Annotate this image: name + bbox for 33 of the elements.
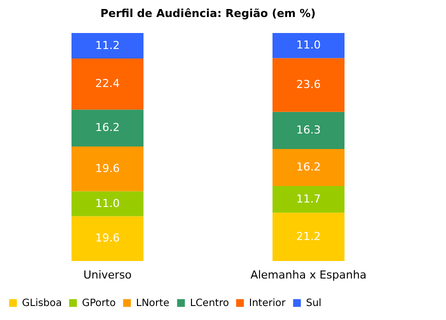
bar (272, 149, 345, 186)
legend-label: GPorto (82, 298, 116, 309)
bar (272, 212, 345, 261)
legend-label: LCentro (190, 298, 229, 309)
data-label: 19.6 (95, 232, 120, 245)
x-tick-label: Universo (83, 268, 132, 282)
chart-title: Perfil de Audiência: Região (em %) (100, 7, 316, 20)
data-label: 19.6 (95, 162, 120, 175)
data-label: 21.2 (296, 230, 321, 243)
data-label: 11.0 (296, 38, 321, 52)
data-label: 16.2 (95, 121, 120, 134)
data-label: 16.2 (296, 160, 321, 174)
bar (71, 33, 144, 59)
data-label: 23.6 (296, 78, 321, 91)
bar (71, 110, 144, 147)
bar (71, 58, 144, 110)
bar (71, 216, 144, 261)
bar (272, 58, 345, 112)
bar (71, 146, 144, 192)
data-label: 11.0 (95, 196, 120, 210)
legend-label: GLisboa (22, 298, 62, 309)
legend-label: Sul (306, 298, 322, 309)
data-label: 22.4 (95, 77, 120, 90)
bar (71, 191, 144, 216)
x-tick-label: Alemanha x Espanha (250, 268, 367, 282)
bar (272, 112, 345, 150)
bar (272, 33, 345, 58)
legend-label: LNorte (136, 298, 170, 309)
data-label: 11.7 (296, 192, 321, 206)
legend-label: Interior (249, 298, 286, 309)
data-label: 16.3 (296, 123, 321, 136)
bar (272, 186, 345, 213)
data-label: 11.2 (95, 38, 120, 52)
